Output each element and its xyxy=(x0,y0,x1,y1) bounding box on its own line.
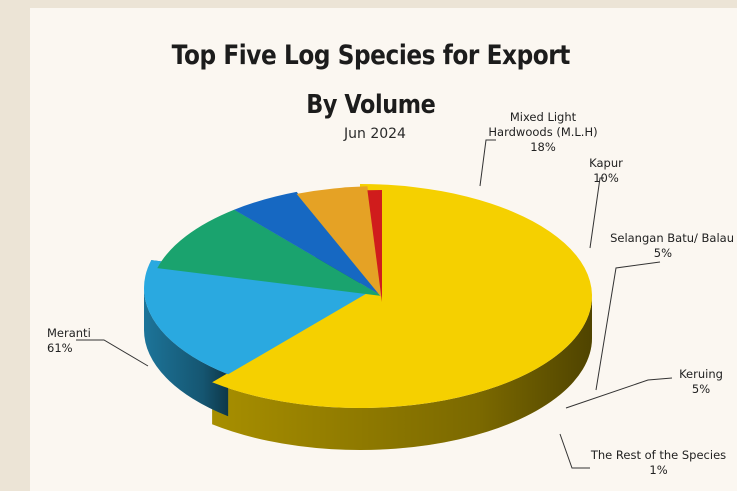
slice-side-shade-mixed-light-hardwoods-m-l-h xyxy=(144,288,229,417)
leader-kapur xyxy=(589,177,604,249)
label-mlh-name-2: Hardwoods (M.L.H) xyxy=(488,125,598,139)
slice-keruing xyxy=(296,186,382,298)
slice-side-shade-meranti xyxy=(212,296,593,450)
chart-subtitle: Jun 2024 xyxy=(344,126,406,142)
label-mlh-value: 18% xyxy=(530,140,556,154)
label-meranti: Meranti 61% xyxy=(47,326,91,356)
leader-mlh xyxy=(479,139,496,187)
label-rest: The Rest of the Species 1% xyxy=(586,448,731,478)
leader-keruing xyxy=(565,377,673,409)
slice-the-rest-of-the-species xyxy=(367,190,382,302)
slice-meranti xyxy=(212,184,593,408)
label-mlh: Mixed Light Hardwoods (M.L.H) 18% xyxy=(478,110,608,155)
label-meranti-value: 61% xyxy=(47,341,73,355)
pie-tops xyxy=(143,184,593,408)
chart-title-line2: By Volume xyxy=(306,90,436,120)
slice-mixed-light-hardwoods-m-l-h xyxy=(143,260,376,375)
chart-title: Top Five Log Species for Export xyxy=(171,40,571,71)
label-meranti-name: Meranti xyxy=(47,326,91,340)
label-mlh-name-1: Mixed Light xyxy=(509,110,577,124)
label-kapur: Kapur 10% xyxy=(582,156,630,186)
slice-selangan-batu-balau xyxy=(234,191,382,296)
leader-lines xyxy=(76,139,673,469)
slice-kapur xyxy=(157,209,382,296)
label-rest-value: 1% xyxy=(649,463,668,477)
label-selangan: Selangan Batu/ Balau 5% xyxy=(604,231,734,261)
label-selangan-name: Selangan Batu/ Balau xyxy=(610,231,734,245)
leader-selangan xyxy=(595,261,661,391)
leader-rest xyxy=(559,433,590,469)
label-kapur-name: Kapur xyxy=(589,156,623,170)
label-keruing-name: Keruing xyxy=(679,367,723,381)
label-keruing: Keruing 5% xyxy=(672,367,730,397)
label-kapur-value: 10% xyxy=(593,171,619,185)
label-keruing-value: 5% xyxy=(691,382,711,396)
label-selangan-value: 5% xyxy=(653,246,672,260)
leader-meranti xyxy=(76,339,149,367)
label-rest-name: The Rest of the Species xyxy=(590,448,727,462)
